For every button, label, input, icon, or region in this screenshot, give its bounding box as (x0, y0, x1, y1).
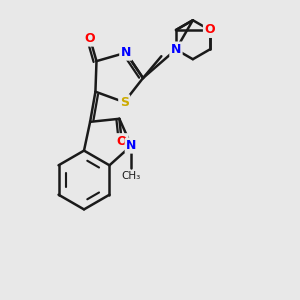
Text: S: S (120, 96, 129, 109)
Text: N: N (171, 43, 181, 56)
Text: N: N (126, 139, 136, 152)
Text: CH₃: CH₃ (122, 171, 141, 181)
Text: N: N (121, 46, 131, 59)
Text: O: O (204, 23, 215, 37)
Text: O: O (85, 32, 95, 45)
Text: O: O (116, 135, 127, 148)
